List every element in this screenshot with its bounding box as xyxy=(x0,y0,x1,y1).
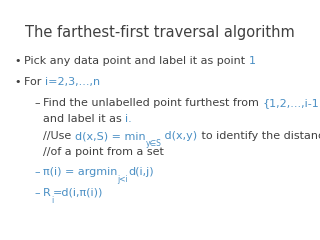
Text: 1: 1 xyxy=(249,56,256,66)
Text: y∈S: y∈S xyxy=(146,139,162,148)
Text: π(i) = argmin: π(i) = argmin xyxy=(43,167,117,177)
Text: d(i,j): d(i,j) xyxy=(128,167,154,177)
Text: –: – xyxy=(35,188,40,198)
Text: R: R xyxy=(43,188,51,198)
Text: i: i xyxy=(51,196,53,205)
Text: to identify the distance: to identify the distance xyxy=(197,131,320,141)
Text: i=2,3,...,n: i=2,3,...,n xyxy=(45,77,100,87)
Text: –: – xyxy=(35,98,40,108)
Text: For: For xyxy=(24,77,45,87)
Text: •: • xyxy=(14,56,21,66)
Text: {1,2,...,i-1}: {1,2,...,i-1} xyxy=(263,98,320,108)
Text: d(x,y): d(x,y) xyxy=(162,131,197,141)
Text: •: • xyxy=(14,77,21,87)
Text: Pick any data point and label it as point: Pick any data point and label it as poin… xyxy=(24,56,249,66)
Text: //of a point from a set: //of a point from a set xyxy=(43,147,164,157)
Text: The farthest-first traversal algorithm: The farthest-first traversal algorithm xyxy=(25,25,295,40)
Text: –: – xyxy=(35,167,40,177)
Text: Find the unlabelled point furthest from: Find the unlabelled point furthest from xyxy=(43,98,263,108)
Text: and label it as: and label it as xyxy=(43,114,125,124)
Text: d(x,S) = min: d(x,S) = min xyxy=(75,131,146,141)
Text: j<i: j<i xyxy=(117,175,128,184)
Text: i.: i. xyxy=(125,114,132,124)
Text: =d(i,π(i)): =d(i,π(i)) xyxy=(53,188,104,198)
Text: //Use: //Use xyxy=(43,131,75,141)
